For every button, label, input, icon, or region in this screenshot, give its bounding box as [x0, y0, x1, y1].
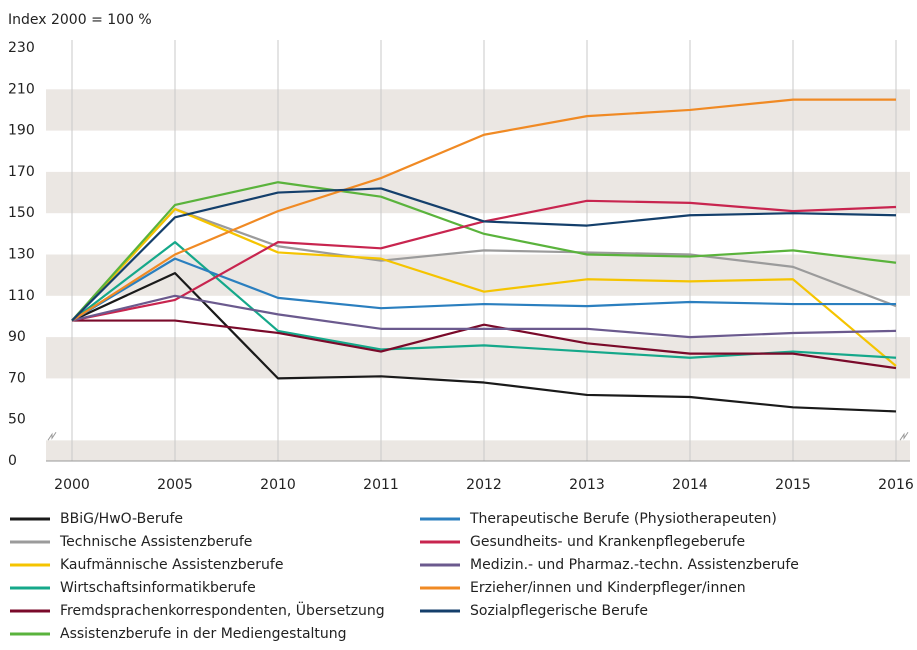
band [46, 337, 910, 379]
x-tick-label: 2005 [157, 477, 193, 493]
y-tick-label: 90 [8, 329, 26, 345]
y-tick-label: 0 [8, 453, 17, 469]
series-line [71, 181, 897, 322]
series-line [71, 98, 896, 322]
legend-label: Kaufmännische Assistenzberufe [60, 557, 283, 573]
legend-label: Technische Assistenzberufe [59, 534, 252, 550]
series-line [71, 207, 897, 367]
y-axis-label: Index 2000 = 100 % [8, 12, 152, 28]
legend-label: Wirtschaftsinformatikberufe [60, 580, 256, 596]
y-tick-label: 190 [8, 123, 35, 139]
series-line [71, 271, 897, 413]
y-tick-label: 150 [8, 205, 35, 221]
y-tick-label: 50 [8, 412, 26, 428]
y-tick-label: 130 [8, 247, 35, 263]
band [46, 171, 910, 214]
band [46, 440, 910, 461]
series-line [71, 207, 897, 322]
series-line [71, 257, 896, 322]
y-tick-label: 70 [8, 370, 26, 386]
legend-label: Therapeutische Berufe (Physiotherapeuten… [469, 511, 777, 527]
x-tick-label: 2015 [775, 477, 811, 493]
x-tick-label: 2000 [54, 477, 90, 493]
x-tick-label: 2010 [260, 477, 296, 493]
legend-label: Sozialpflegerische Berufe [470, 603, 648, 619]
x-tick-label: 2012 [466, 477, 502, 493]
y-tick-label: 210 [8, 81, 35, 97]
x-tick-label: 2011 [363, 477, 399, 493]
legend-label: Medizin.- und Pharmaz.-techn. Assistenzb… [470, 557, 799, 573]
axis-break [899, 431, 909, 441]
x-tick-label: 2014 [672, 477, 708, 493]
axis-break [47, 431, 57, 441]
legend-label: BBiG/HwO-Berufe [60, 511, 183, 527]
legend-label: Gesundheits- und Krankenpflegeberufe [470, 534, 745, 550]
legend-label: Erzieher/innen und Kinderpfleger/innen [470, 580, 746, 596]
series-line [71, 294, 897, 339]
band [46, 89, 910, 131]
y-tick-label: 230 [8, 40, 35, 56]
series-line [72, 319, 897, 370]
y-tick-label: 110 [8, 288, 35, 304]
y-tick-label: 170 [8, 164, 35, 180]
series-line [71, 187, 897, 322]
x-tick-label: 2016 [878, 477, 914, 493]
x-tick-label: 2013 [569, 477, 605, 493]
legend-label: Assistenzberufe in der Mediengestaltung [60, 626, 347, 642]
legend-label: Fremdsprachenkorrespondenten, Übersetzun… [60, 601, 385, 619]
